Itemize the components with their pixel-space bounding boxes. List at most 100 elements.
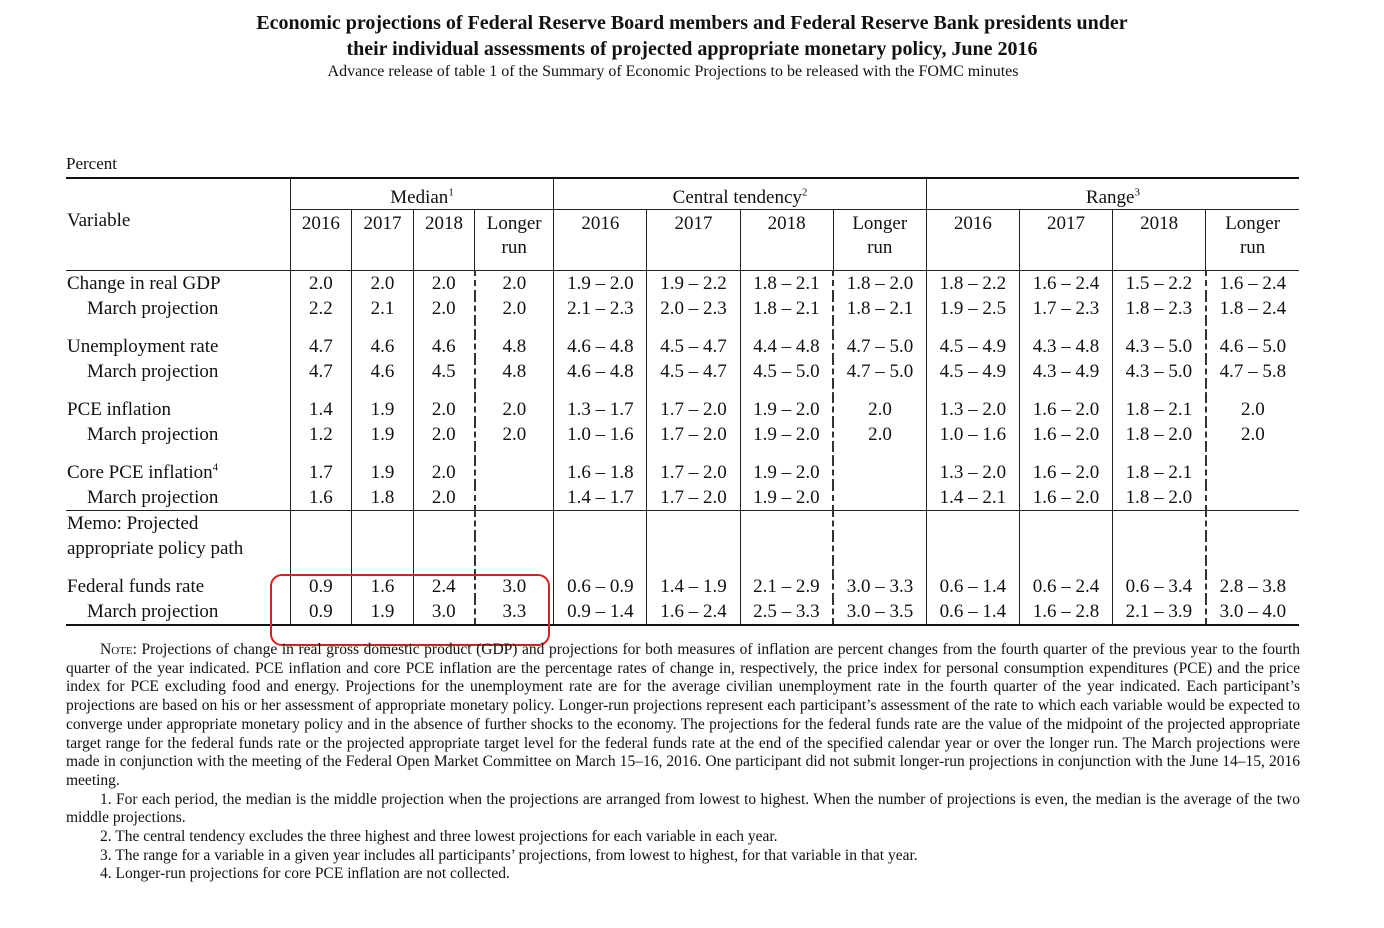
- range-2016-header: 2016: [925, 209, 1020, 271]
- row-label: March projection: [87, 601, 219, 622]
- footnote-3: 3. The range for a variable in a given y…: [100, 846, 918, 864]
- range-group-header: Range3: [925, 178, 1299, 210]
- table-cell: 1.9: [350, 599, 414, 625]
- row-label: March projection: [87, 298, 219, 319]
- highlight-annotation: [270, 574, 550, 646]
- table-cell: 0.9 – 1.4: [553, 599, 647, 625]
- table-cell: 4.5 – 5.0: [739, 359, 834, 384]
- table-cell: 2.1: [350, 296, 414, 321]
- table-cell: 3.0 – 3.5: [832, 599, 927, 625]
- table-cell: 1.7 – 2.3: [1018, 296, 1113, 321]
- row-label: March projection: [87, 361, 219, 382]
- table-row: March projection 1.6 1.8 2.0 1.4 – 1.7 1.7 – …: [66, 485, 1299, 511]
- table-cell: 3.0 – 3.3: [832, 574, 927, 599]
- table-cell: 1.5 – 2.2: [1112, 270, 1206, 296]
- median-group-header: Median1: [289, 178, 554, 210]
- table-cell: 2.0: [473, 397, 554, 422]
- table-cell: 1.8 – 2.0: [1112, 485, 1206, 511]
- table-cell: 0.6 – 3.4: [1112, 574, 1206, 599]
- table-cell: 1.9: [350, 460, 414, 485]
- table-cell: 4.7: [289, 359, 352, 384]
- table-cell: 4.6 – 4.8: [553, 334, 647, 359]
- table-cell: 1.0 – 1.6: [925, 422, 1020, 447]
- table-cell: 1.7: [289, 460, 352, 485]
- table-cell: 4.3 – 4.9: [1018, 359, 1113, 384]
- table-cell: 2.0: [413, 422, 475, 447]
- variable-header: Variable: [67, 210, 131, 231]
- row-label: Core PCE inflation4: [67, 461, 219, 483]
- table-cell: 1.6 – 2.8: [1018, 599, 1113, 625]
- table-cell: 0.6 – 1.4: [925, 574, 1020, 599]
- table-cell: 4.6: [350, 334, 414, 359]
- table-cell: 2.5 – 3.3: [739, 599, 834, 625]
- table-cell: 2.0: [413, 270, 475, 296]
- note-paragraph: Note: Projections of change in real gros…: [66, 641, 1301, 789]
- table-cell: 2.0: [413, 485, 475, 511]
- table-cell: 1.6 – 2.4: [1018, 270, 1113, 296]
- row-spacer: [66, 447, 1299, 460]
- table-cell: 1.7 – 2.0: [646, 485, 741, 511]
- table-row: PCE inflation 1.4 1.9 2.0 2.0 1.3 – 1.7 1.7 – …: [66, 397, 1299, 422]
- table-cell: 1.8 – 2.1: [739, 296, 834, 321]
- table-row: Core PCE inflation4 1.7 1.9 2.0 1.6 – 1.8 1.7…: [66, 460, 1299, 485]
- table-body: Change in real GDP 2.0 2.0 2.0 2.0 1.9 – 2.0 1…: [66, 270, 1299, 625]
- table-cell: 0.6 – 1.4: [925, 599, 1020, 625]
- table-cell: 2.0: [473, 270, 554, 296]
- table-cell: 4.7 – 5.8: [1204, 359, 1299, 384]
- table-cell: 1.7 – 2.0: [646, 460, 741, 485]
- table-row: Unemployment rate 4.7 4.6 4.6 4.8 4.6 – 4.8 4.…: [66, 334, 1299, 359]
- table-cell: 4.7 – 5.0: [832, 334, 927, 359]
- table-cell: 1.6: [350, 574, 414, 599]
- row-spacer: [66, 561, 1299, 574]
- table-cell: 3.3: [473, 599, 554, 625]
- table-cell: 4.7 – 5.0: [832, 359, 927, 384]
- table-cell: 1.8 – 2.4: [1204, 296, 1299, 321]
- table-cell: 1.9 – 2.2: [646, 270, 741, 296]
- table-cell: 2.1 – 3.9: [1112, 599, 1206, 625]
- central-longer-run-header: Longer run: [832, 209, 927, 271]
- table-cell: 4.6: [413, 334, 475, 359]
- table-cell: 2.0: [473, 296, 554, 321]
- central-2017-header: 2017: [646, 209, 741, 271]
- table-cell: 1.7 – 2.0: [646, 397, 741, 422]
- row-label: March projection: [87, 487, 219, 508]
- table-cell: 2.0: [1204, 397, 1299, 422]
- table-cell: 4.8: [473, 359, 554, 384]
- row-label: Change in real GDP: [67, 273, 221, 294]
- table-cell: [832, 460, 927, 485]
- table-row: March projection 0.9 1.9 3.0 3.3 0.9 – 1.4 1.6…: [66, 599, 1299, 625]
- table-cell: 0.9: [289, 599, 352, 625]
- table-cell: 4.7: [289, 334, 352, 359]
- table-cell: [473, 460, 554, 485]
- table-cell: 4.5 – 4.7: [646, 334, 741, 359]
- table-cell: 1.3 – 1.7: [553, 397, 647, 422]
- table-cell: 1.4: [289, 397, 352, 422]
- memo-row: appropriate policy path: [66, 536, 1299, 561]
- table-cell: 1.6 – 2.0: [1018, 485, 1113, 511]
- footnote-1: 1. For each period, the median is the mi…: [66, 790, 1300, 827]
- table-cell: [473, 485, 554, 511]
- table-cell: 0.6 – 2.4: [1018, 574, 1113, 599]
- table-cell: 4.3 – 5.0: [1112, 359, 1206, 384]
- table-cell: 2.1 – 2.3: [553, 296, 647, 321]
- table-cell: 4.4 – 4.8: [739, 334, 834, 359]
- row-label: Unemployment rate: [67, 336, 219, 357]
- table-cell: 1.9: [350, 422, 414, 447]
- memo-row: Memo: Projected: [66, 510, 1299, 536]
- table-row: Change in real GDP 2.0 2.0 2.0 2.0 1.9 – 2.0 1…: [66, 270, 1299, 296]
- table-cell: 1.9 – 2.0: [739, 460, 834, 485]
- table-cell: 4.5: [413, 359, 475, 384]
- table-cell: 4.6 – 4.8: [553, 359, 647, 384]
- footnote-2: 2. The central tendency excludes the thr…: [100, 828, 778, 846]
- median-2017-header: 2017: [350, 209, 414, 271]
- table-cell: 1.4 – 1.7: [553, 485, 647, 511]
- table-cell: 1.9 – 2.0: [739, 397, 834, 422]
- table-cell: 2.0: [1204, 422, 1299, 447]
- row-label: Federal funds rate: [67, 576, 205, 597]
- table-cell: 3.0 – 4.0: [1204, 599, 1299, 625]
- table-cell: 2.0: [289, 270, 352, 296]
- table-cell: 2.1 – 2.9: [739, 574, 834, 599]
- table-cell: 1.6 – 2.0: [1018, 422, 1113, 447]
- table-cell: 1.6: [289, 485, 352, 511]
- table-cell: 1.4 – 1.9: [646, 574, 741, 599]
